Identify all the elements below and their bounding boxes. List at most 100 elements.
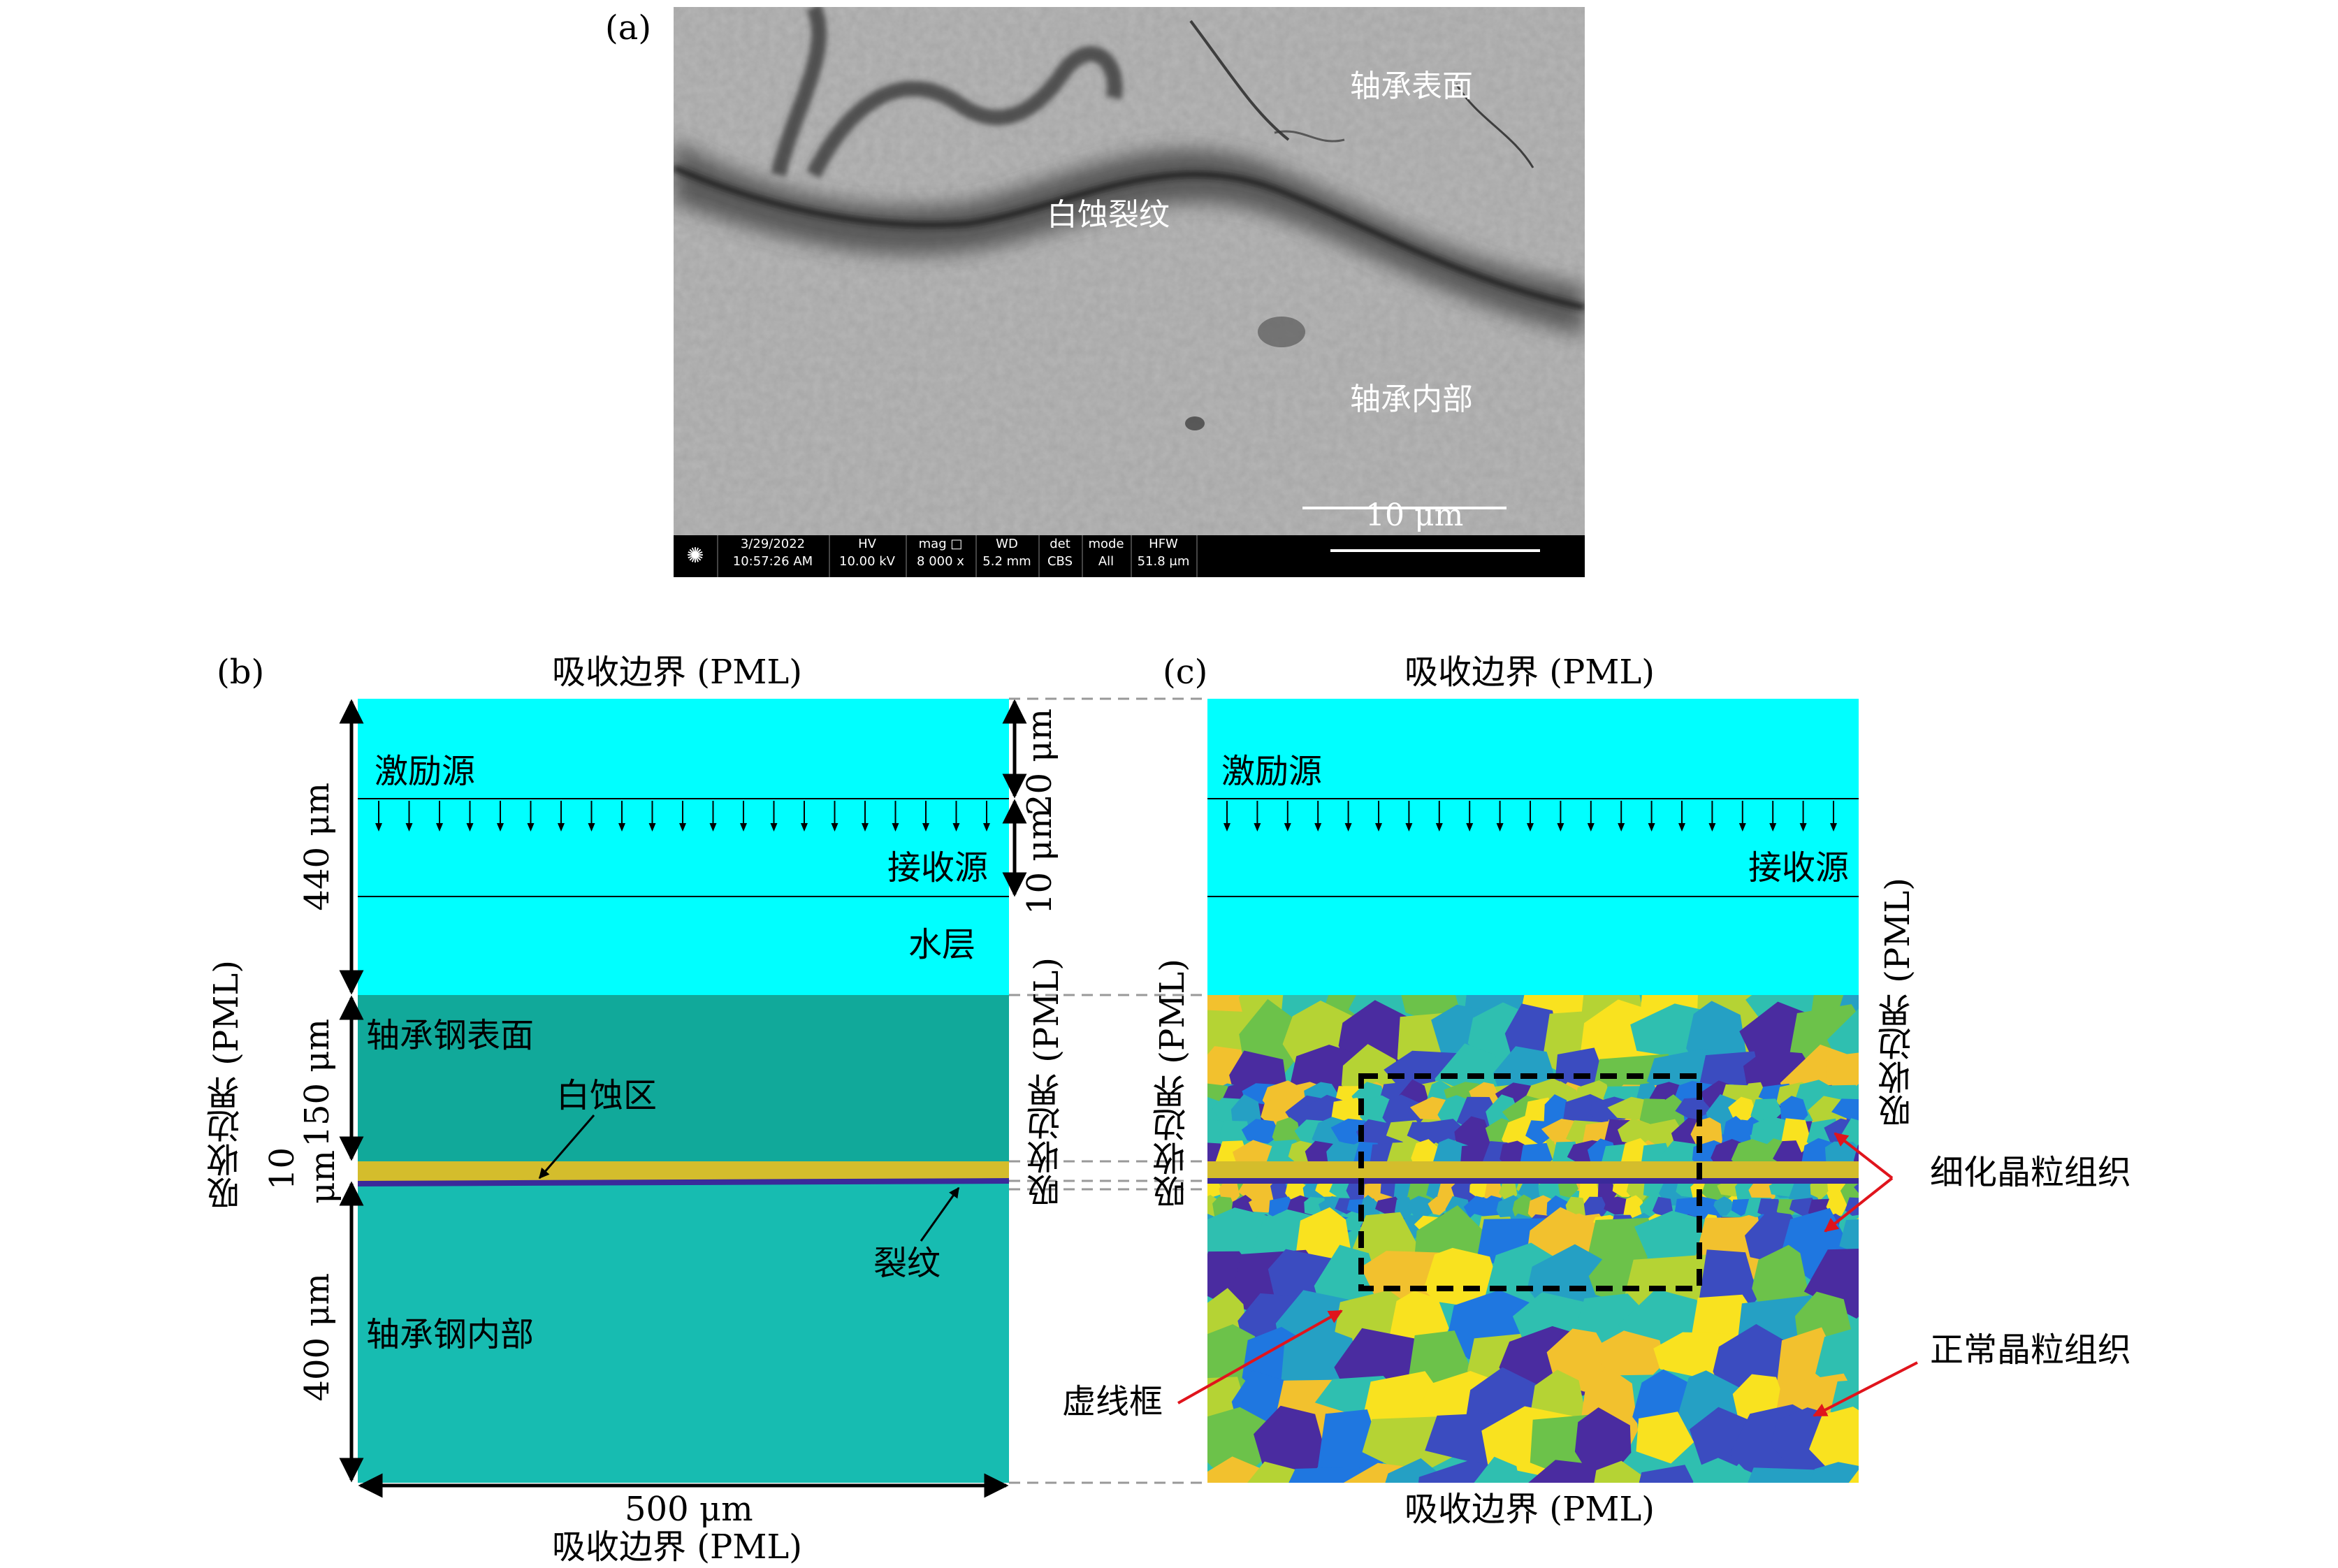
info-wd-cell: WD 5.2 mm	[975, 535, 1040, 577]
white-zone-pointer	[538, 1115, 595, 1179]
info-wd-value: 5.2 mm	[982, 554, 1031, 569]
info-mode-head: mode	[1088, 537, 1124, 551]
panel-c-receiver-label: 接收源	[1748, 848, 1850, 887]
panel-c-source-label: 激励源	[1221, 752, 1323, 791]
grain	[1207, 1407, 1273, 1476]
source-arrow-head	[862, 823, 869, 832]
info-mag-head-text: mag	[918, 537, 947, 551]
panel-c-water-layer	[1207, 699, 1859, 995]
dim-10r-label: 10 μm	[1020, 808, 1059, 915]
info-mag-value: 8 000 x	[917, 554, 964, 569]
grain	[1728, 1096, 1756, 1121]
dim-400-label: 400 μm	[298, 1273, 337, 1402]
info-date: 3/29/2022	[740, 537, 806, 551]
crack-pointer	[920, 1186, 960, 1242]
dim-150-label: 150 μm	[298, 1019, 337, 1147]
source-arrow-head	[618, 823, 625, 832]
info-hfw-head: HFW	[1149, 537, 1178, 551]
panel-b-source-arrows	[375, 801, 990, 832]
fei-logo-icon: ✺	[674, 535, 718, 577]
panel-b-source-label: 激励源	[375, 752, 476, 791]
grain	[1713, 1196, 1734, 1216]
source-arrow-head	[466, 823, 474, 832]
source-arrow-head	[497, 823, 504, 832]
sem-micrograph: 轴承表面 白蚀裂纹 轴承内部 10 μm	[674, 7, 1585, 535]
source-arrow-head	[952, 823, 960, 832]
source-arrow-head	[436, 823, 443, 832]
dashed-box-label: 虚线框	[1062, 1382, 1163, 1421]
crack-label: 白蚀裂纹	[1047, 197, 1170, 233]
source-arrow-head	[558, 823, 565, 832]
crack-band	[1207, 1178, 1859, 1184]
dim-10-label: 10	[263, 1147, 302, 1191]
panel-b-white-zone-label: 白蚀区	[556, 1076, 658, 1115]
info-mode-value: All	[1098, 554, 1114, 569]
panel-b-white-etch-zone	[358, 1161, 1009, 1181]
grain	[1528, 1460, 1615, 1483]
grain	[1270, 1179, 1288, 1204]
source-arrow-head	[892, 823, 899, 832]
panel-b-label: (b)	[217, 653, 265, 692]
grain	[1247, 1461, 1306, 1483]
info-mag-cell: mag □ 8 000 x	[906, 535, 977, 577]
panel-a-label: (a)	[605, 8, 652, 48]
grain	[1636, 1411, 1694, 1464]
info-det-cell: det CBS	[1038, 535, 1083, 577]
white-etch-band	[1207, 1161, 1859, 1181]
grain	[1474, 1456, 1520, 1483]
info-mode-cell: mode All	[1082, 535, 1132, 577]
normal-grain-label: 正常晶粒组织	[1930, 1330, 2132, 1370]
refined-grain-label: 细化晶粒组织	[1930, 1153, 2132, 1192]
panel-c-label: (c)	[1163, 653, 1208, 692]
panel-b-left-boundary: 吸收边界 (PML)	[207, 960, 246, 1211]
source-arrow-head	[375, 823, 382, 832]
square-icon: □	[950, 537, 963, 551]
grain	[1639, 1465, 1694, 1483]
source-arrow-head	[831, 823, 838, 832]
grain	[1810, 1179, 1829, 1199]
grain	[1808, 1096, 1847, 1126]
source-arrow-head	[770, 823, 778, 832]
info-det-value: CBS	[1047, 554, 1073, 569]
dim-500-label: 500 μm	[625, 1490, 753, 1529]
info-hfw-cell: HFW 51.8 μm	[1131, 535, 1198, 577]
panel-b-crack-line	[357, 1178, 1010, 1186]
info-scale-bar	[1330, 549, 1540, 552]
info-hv-value: 10.00 kV	[839, 554, 895, 569]
grain	[1597, 1330, 1665, 1376]
panel-b-interior-label: 轴承钢内部	[366, 1315, 535, 1354]
grain	[1248, 1197, 1275, 1213]
interior-label: 轴承内部	[1350, 382, 1473, 417]
info-time: 10:57:26 AM	[732, 554, 813, 569]
panel-b-right-boundary: 吸收边界 (PML)	[1027, 957, 1066, 1208]
grain	[1809, 1462, 1859, 1483]
dim-10-unit-label: μm	[303, 1150, 342, 1204]
source-arrow-head	[405, 823, 413, 832]
grain	[1288, 1467, 1370, 1483]
grain	[1803, 1249, 1859, 1319]
grain-map	[1207, 995, 1859, 1483]
panel-b-receiver-label: 接收源	[887, 848, 989, 887]
info-hfw-value: 51.8 μm	[1137, 554, 1190, 569]
info-mag-head: mag □	[906, 535, 975, 553]
grain	[1692, 1458, 1760, 1483]
sem-texture	[674, 7, 1585, 535]
scale-label: 10 μm	[1365, 498, 1464, 533]
panel-b-steel-surface	[358, 995, 1009, 1161]
panel-b-water-label: 水层	[908, 925, 976, 964]
source-arrow-head	[709, 823, 717, 832]
panel-c-top-boundary: 吸收边界 (PML)	[1404, 653, 1655, 692]
panel-b-top-boundary: 吸收边界 (PML)	[552, 653, 803, 692]
surface-label: 轴承表面	[1350, 68, 1473, 104]
dim-20-label: 20 μm	[1020, 709, 1059, 816]
grain	[1574, 1407, 1632, 1472]
source-arrow-head	[740, 823, 747, 832]
panel-c-bottom-boundary: 吸收边界 (PML)	[1404, 1490, 1655, 1529]
source-arrow-head	[648, 823, 656, 832]
panel-b-bottom-boundary: 吸收边界 (PML)	[552, 1527, 803, 1567]
panel-c-grain-structure	[1207, 995, 1859, 1483]
source-arrow-head	[801, 823, 808, 832]
connector-lines	[1009, 697, 1207, 1484]
panel-b-surface-label: 轴承钢表面	[366, 1016, 535, 1055]
